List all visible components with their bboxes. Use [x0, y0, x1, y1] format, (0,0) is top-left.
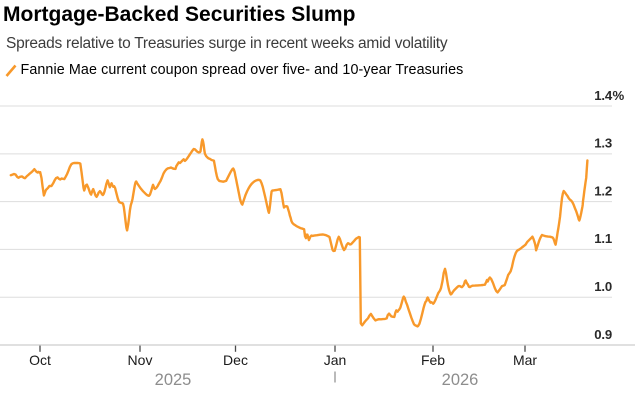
- svg-text:1.1: 1.1: [594, 231, 612, 246]
- svg-text:Dec: Dec: [223, 352, 248, 368]
- svg-text:Mar: Mar: [513, 352, 537, 368]
- svg-text:Oct: Oct: [29, 352, 51, 368]
- svg-text:%: %: [613, 88, 625, 103]
- svg-text:Nov: Nov: [128, 352, 153, 368]
- svg-text:1.3: 1.3: [594, 136, 612, 151]
- svg-text:1.4: 1.4: [594, 88, 613, 103]
- svg-text:0.9: 0.9: [594, 327, 612, 342]
- svg-text:Jan: Jan: [324, 352, 347, 368]
- svg-text:1.0: 1.0: [594, 279, 612, 294]
- svg-text:Feb: Feb: [421, 352, 445, 368]
- svg-text:1.2: 1.2: [594, 183, 612, 198]
- svg-text:2025: 2025: [155, 371, 192, 389]
- svg-text:2026: 2026: [442, 371, 479, 389]
